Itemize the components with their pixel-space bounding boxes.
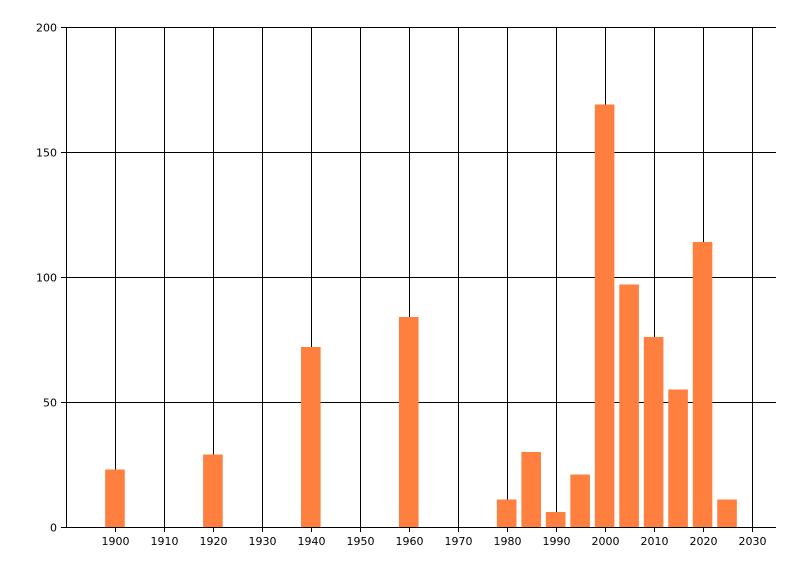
bar [643,337,664,527]
y-tick-label: 100 [36,272,57,285]
y-tick-label: 150 [36,147,57,160]
x-tick-label: 1910 [151,535,179,548]
bar [301,347,321,527]
x-tick-label: 1920 [200,535,228,548]
bar [717,499,737,527]
bar [545,512,566,527]
bar [619,284,639,527]
x-tick-label: 2000 [592,535,620,548]
bar [203,454,223,527]
x-tick-label: 1970 [445,535,473,548]
bar [594,104,615,527]
bar-series [105,104,737,527]
x-tick-label: 1960 [396,535,424,548]
bar [668,389,688,527]
bar [570,474,590,527]
x-tick-label: 1930 [249,535,277,548]
x-tick-label: 1980 [494,535,522,548]
y-tick-label: 0 [50,522,57,535]
x-tick-label: 1950 [347,535,375,548]
bar [105,469,125,527]
x-tick-label: 1940 [298,535,326,548]
y-tick-label: 50 [43,397,57,410]
bar [692,242,713,527]
y-axis-ticks: 0 50 100 150 200 [36,22,66,535]
bar [398,317,419,527]
axes [66,27,776,528]
x-tick-label: 2010 [641,535,669,548]
x-axis-ticks: 1900 1910 1920 1930 1940 1950 1960 1970 1980 1990… [102,527,767,548]
x-tick-label: 1900 [102,535,130,548]
x-tick-label: 2020 [690,535,718,548]
x-tick-label: 2030 [739,535,767,548]
bar [521,452,541,527]
bar [496,499,517,527]
y-tick-label: 200 [36,22,57,35]
x-tick-label: 1990 [543,535,571,548]
